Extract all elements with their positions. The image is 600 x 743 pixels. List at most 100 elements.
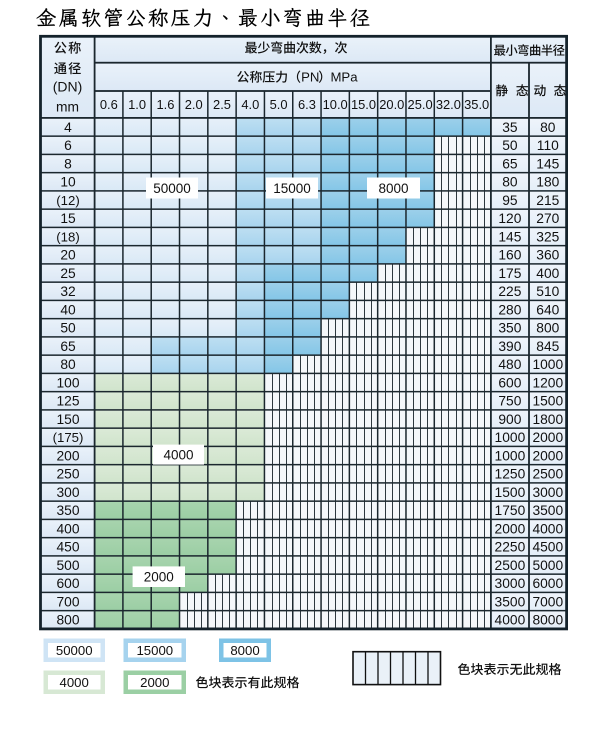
svg-text:100: 100 [56, 375, 79, 390]
svg-text:270: 270 [536, 211, 559, 226]
svg-text:500: 500 [56, 558, 79, 573]
svg-text:PN: PN [301, 70, 319, 85]
svg-text:(12): (12) [56, 193, 79, 208]
svg-text:MPa: MPa [330, 70, 358, 85]
svg-text:0.6: 0.6 [100, 97, 118, 112]
svg-text:900: 900 [498, 412, 521, 427]
svg-text:80: 80 [540, 120, 556, 135]
svg-text:8000: 8000 [230, 643, 259, 658]
svg-text:25.0: 25.0 [408, 97, 433, 112]
svg-text:25: 25 [60, 266, 76, 281]
svg-text:50: 50 [60, 321, 76, 336]
svg-text:360: 360 [536, 248, 559, 263]
svg-text:4.0: 4.0 [241, 97, 259, 112]
svg-text:50: 50 [502, 138, 518, 153]
svg-text:845: 845 [536, 339, 559, 354]
svg-text:15.0: 15.0 [351, 97, 376, 112]
svg-text:125: 125 [56, 394, 79, 409]
svg-text:15: 15 [60, 211, 76, 226]
svg-text:300: 300 [56, 485, 79, 500]
svg-text:145: 145 [536, 156, 559, 171]
svg-text:20: 20 [60, 248, 76, 263]
svg-text:4000: 4000 [532, 521, 563, 536]
svg-text:1200: 1200 [532, 375, 563, 390]
svg-text:1750: 1750 [495, 503, 526, 518]
svg-text:175: 175 [498, 266, 521, 281]
svg-text:510: 510 [536, 284, 559, 299]
svg-text:40: 40 [60, 302, 76, 317]
svg-text:1500: 1500 [495, 485, 526, 500]
svg-text:95: 95 [502, 193, 518, 208]
svg-text:5.0: 5.0 [270, 97, 288, 112]
svg-text:5000: 5000 [532, 558, 563, 573]
svg-text:4000: 4000 [495, 613, 526, 628]
svg-text:65: 65 [60, 339, 76, 354]
svg-text:640: 640 [536, 302, 559, 317]
svg-text:3500: 3500 [532, 503, 563, 518]
svg-text:800: 800 [536, 321, 559, 336]
svg-text:4500: 4500 [532, 540, 563, 555]
svg-text:150: 150 [56, 412, 79, 427]
svg-text:2500: 2500 [532, 467, 563, 482]
svg-text:400: 400 [536, 266, 559, 281]
svg-text:3000: 3000 [495, 576, 526, 591]
svg-text:4: 4 [64, 120, 72, 135]
svg-text:80: 80 [502, 175, 518, 190]
svg-text:450: 450 [56, 540, 79, 555]
svg-text:600: 600 [498, 375, 521, 390]
svg-text:8000: 8000 [532, 613, 563, 628]
svg-text:2000: 2000 [495, 521, 526, 536]
svg-text:3000: 3000 [532, 485, 563, 500]
svg-text:480: 480 [498, 357, 521, 372]
svg-text:8000: 8000 [378, 181, 408, 196]
svg-text:160: 160 [498, 248, 521, 263]
svg-text:2500: 2500 [495, 558, 526, 573]
svg-text:1.6: 1.6 [156, 97, 174, 112]
svg-text:120: 120 [498, 211, 521, 226]
svg-text:7000: 7000 [532, 594, 563, 609]
svg-text:mm: mm [56, 100, 79, 115]
svg-text:15000: 15000 [273, 181, 311, 196]
svg-text:6: 6 [64, 138, 72, 153]
svg-text:400: 400 [56, 521, 79, 536]
svg-text:6.3: 6.3 [298, 97, 316, 112]
svg-text:215: 215 [536, 193, 559, 208]
svg-text:80: 80 [60, 357, 76, 372]
svg-text:2000: 2000 [532, 430, 563, 445]
svg-text:180: 180 [536, 175, 559, 190]
svg-text:8: 8 [64, 156, 72, 171]
svg-text:1.0: 1.0 [128, 97, 146, 112]
svg-text:1000: 1000 [532, 357, 563, 372]
svg-text:35.0: 35.0 [464, 97, 489, 112]
svg-text:50000: 50000 [56, 643, 93, 658]
svg-text:2250: 2250 [495, 540, 526, 555]
svg-text:225: 225 [498, 284, 521, 299]
svg-text:3500: 3500 [495, 594, 526, 609]
svg-text:280: 280 [498, 302, 521, 317]
svg-text:110: 110 [537, 138, 559, 153]
svg-text:600: 600 [56, 576, 79, 591]
svg-text:32.0: 32.0 [436, 97, 461, 112]
svg-text:10.0: 10.0 [323, 97, 348, 112]
svg-text:145: 145 [498, 229, 521, 244]
svg-text:65: 65 [502, 156, 518, 171]
svg-text:1000: 1000 [495, 430, 526, 445]
svg-text:2.5: 2.5 [213, 97, 231, 112]
svg-text:1000: 1000 [495, 448, 526, 463]
svg-text:700: 700 [56, 594, 79, 609]
svg-text:(175): (175) [53, 430, 84, 445]
svg-text:325: 325 [536, 229, 559, 244]
svg-text:(DN): (DN) [53, 78, 83, 94]
svg-text:1500: 1500 [532, 394, 563, 409]
svg-text:10: 10 [60, 175, 76, 190]
svg-text:(18): (18) [56, 229, 79, 244]
svg-text:350: 350 [498, 321, 521, 336]
svg-text:250: 250 [56, 467, 79, 482]
svg-text:2000: 2000 [140, 675, 169, 690]
svg-text:4000: 4000 [163, 447, 193, 462]
svg-text:750: 750 [498, 394, 521, 409]
svg-text:35: 35 [502, 120, 518, 135]
svg-text:2000: 2000 [532, 448, 563, 463]
svg-text:350: 350 [56, 503, 79, 518]
svg-text:800: 800 [56, 613, 79, 628]
